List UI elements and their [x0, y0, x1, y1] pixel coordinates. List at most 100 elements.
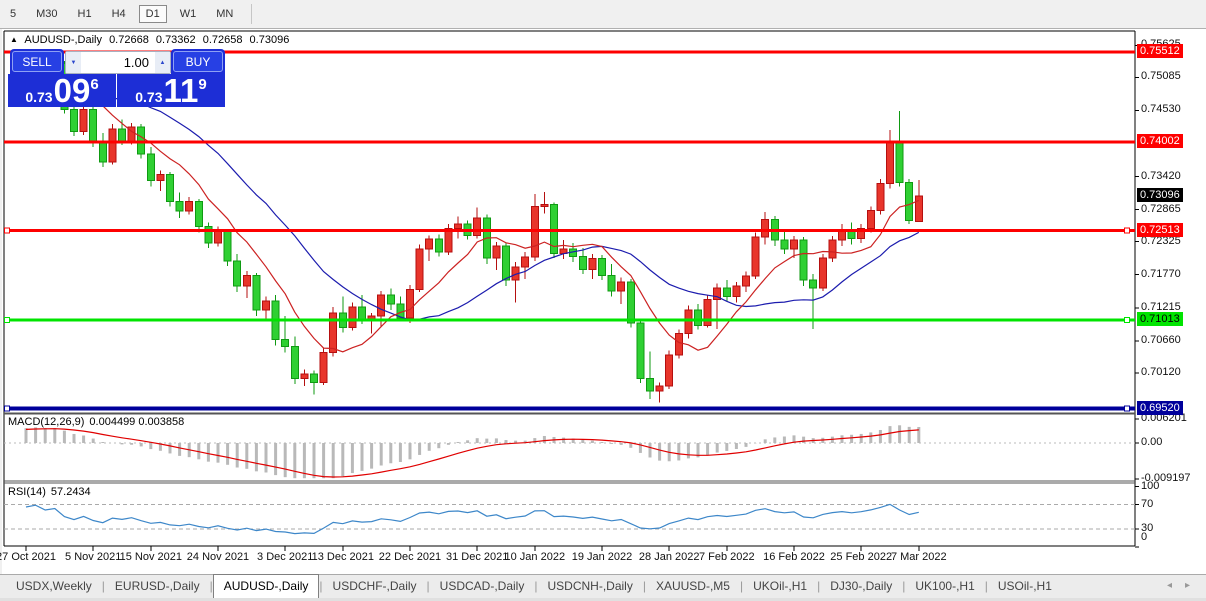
- timeframe-button-mn[interactable]: MN: [216, 8, 234, 20]
- sell-price-prefix: 0.73: [25, 89, 53, 105]
- price-axis-label: 0.73420: [1141, 169, 1181, 182]
- tab-eurusddaily[interactable]: EURUSD-,Daily: [114, 579, 200, 593]
- ohlc-low: 0.72658: [202, 34, 243, 46]
- rsi-axis-label: 0: [1141, 531, 1148, 543]
- panel-collapse-icon[interactable]: ▲: [10, 35, 18, 44]
- timeframe-button-h1[interactable]: H1: [77, 8, 92, 20]
- timeframe-button-d1[interactable]: D1: [138, 5, 167, 23]
- date-axis-label: 16 Feb 2022: [763, 551, 825, 563]
- date-axis-label: 31 Dec 2021: [445, 551, 509, 563]
- tabs-scroll-right-icon[interactable]: ▸: [1184, 580, 1190, 591]
- volume-spinner: ▼ ▲: [65, 51, 171, 74]
- sell-price-big: 09: [53, 72, 91, 109]
- date-axis-label: 7 Feb 2022: [698, 551, 755, 563]
- price-badge: 0.73096: [1137, 187, 1183, 202]
- date-axis-label: 15 Nov 2021: [119, 551, 182, 563]
- buy-price-big: 11: [163, 72, 199, 109]
- rsi-label: RSI(14) 57.2434: [8, 486, 96, 498]
- volume-input[interactable]: [81, 52, 155, 73]
- tab-separator: |: [101, 579, 105, 593]
- macd-label: MACD(12,26,9) 0.004499 0.003858: [8, 416, 189, 428]
- rsi-pane: [4, 503, 1135, 535]
- tab-separator: |: [319, 579, 323, 593]
- buy-price-sup: 9: [198, 76, 207, 93]
- chart-title: ▲ AUDUSD-,Daily 0.72668 0.73362 0.72658 …: [10, 34, 293, 46]
- price-badge: 0.72513: [1137, 222, 1183, 237]
- tab-separator: |: [984, 579, 988, 593]
- tab-usdxweekly[interactable]: USDX,Weekly: [16, 579, 92, 593]
- tab-uk100h1[interactable]: UK100-,H1: [915, 579, 975, 593]
- macd-axis-label: 0.006201: [1141, 411, 1187, 424]
- macd-axis-label: 0.00: [1141, 436, 1163, 448]
- window-bottom-strip: [0, 598, 1206, 601]
- macd-axis-label: -0.009197: [1141, 471, 1191, 484]
- date-axis-label: 28 Jan 2022: [638, 551, 700, 563]
- ohlc-high: 0.73362: [155, 34, 196, 46]
- price-axis-label: 0.72325: [1141, 234, 1181, 247]
- tab-audusddaily[interactable]: AUDUSD-,Daily: [212, 574, 320, 598]
- volume-increase-icon[interactable]: ▲: [155, 52, 170, 73]
- price-badge: 0.75512: [1137, 44, 1183, 58]
- date-axis-label: 24 Nov 2021: [186, 551, 250, 563]
- tab-separator: |: [739, 579, 744, 593]
- pane-frames: [3, 30, 1136, 547]
- timeframe-button-h4[interactable]: H4: [111, 8, 126, 20]
- price-axis-label: 0.74530: [1141, 103, 1181, 116]
- buy-button[interactable]: BUY: [173, 51, 223, 72]
- ohlc-open: 0.72668: [109, 34, 149, 46]
- symbol-tab-bar: USDX,Weekly | EURUSD-,Daily | AUDUSD-,Daily |…: [0, 574, 1206, 598]
- date-axis-label: 10 Jan 2022: [504, 551, 566, 563]
- date-axis-label: 27 Oct 2021: [0, 551, 56, 563]
- rsi-name: RSI(14): [8, 486, 46, 498]
- date-axis-label: 19 Jan 2022: [571, 551, 633, 563]
- tab-dj30daily[interactable]: DJ30-,Daily: [830, 579, 893, 593]
- date-axis-label: 5 Nov 2021: [65, 551, 122, 563]
- timeframe-button-m30[interactable]: M30: [36, 8, 58, 20]
- tab-separator: |: [209, 579, 213, 593]
- buy-price[interactable]: 0.73 11 9: [117, 74, 225, 107]
- tab-ukoilh1[interactable]: UKOil-,H1: [753, 579, 808, 593]
- axis-ticks: [25, 44, 1139, 551]
- price-axis-label: 0.71215: [1141, 300, 1181, 313]
- tab-separator: |: [817, 579, 821, 593]
- rsi-axis-label: 70: [1141, 497, 1154, 510]
- toolbar-separator: [251, 4, 253, 24]
- tab-usoilh1[interactable]: USOil-,H1: [997, 579, 1052, 593]
- macd-pane: [4, 425, 1135, 479]
- timeframe-button-w1[interactable]: W1: [179, 8, 197, 20]
- horizontal-lines[interactable]: [4, 50, 1135, 412]
- tab-separator: |: [426, 579, 430, 593]
- one-click-trade-panel: SELL BUY ▼ ▲ 0.73 09 6 0.73 11 9: [8, 48, 225, 107]
- tab-usdcnhdaily[interactable]: USDCNH-,Daily: [547, 579, 633, 593]
- sell-button[interactable]: SELL: [12, 51, 62, 72]
- price-axis-label: 0.70660: [1141, 333, 1181, 346]
- tab-usdchfdaily[interactable]: USDCHF-,Daily: [332, 579, 417, 593]
- date-axis-label: 13 Dec 2021: [311, 551, 374, 563]
- buy-block: BUY: [171, 49, 225, 74]
- timeframe-toolbar: 5 M30 H1 H4 D1 W1 MN: [0, 0, 1206, 29]
- date-axis-label: 25 Feb 2022: [830, 551, 893, 563]
- price-badge: 0.69520: [1137, 400, 1183, 415]
- tab-separator: |: [902, 579, 906, 593]
- tab-xauusdm5[interactable]: XAUUSD-,M5: [655, 579, 730, 593]
- tab-separator: |: [642, 579, 646, 593]
- tab-usdcaddaily[interactable]: USDCAD-,Daily: [439, 579, 525, 593]
- sell-price[interactable]: 0.73 09 6: [8, 74, 116, 107]
- volume-decrease-icon[interactable]: ▼: [66, 52, 81, 73]
- price-badge: 0.74002: [1137, 133, 1183, 148]
- price-axis-label: 0.72865: [1141, 202, 1181, 215]
- rsi-value: 57.2434: [50, 486, 91, 498]
- price-axis-label: 0.71770: [1141, 267, 1181, 280]
- rsi-axis-label: 100: [1141, 479, 1160, 492]
- ohlc-close: 0.73096: [249, 34, 290, 46]
- moving-averages: [25, 72, 920, 353]
- buy-price-prefix: 0.73: [135, 89, 163, 105]
- sell-block: SELL: [10, 49, 64, 74]
- tabs-scroll-left-icon[interactable]: ◂: [1166, 580, 1172, 591]
- symbol-period-label: AUDUSD-,Daily: [24, 34, 102, 46]
- tab-separator: |: [534, 579, 538, 593]
- macd-values: 0.004499 0.003858: [89, 416, 185, 428]
- timeframe-button-5[interactable]: 5: [10, 8, 17, 20]
- sell-price-sup: 6: [90, 76, 99, 93]
